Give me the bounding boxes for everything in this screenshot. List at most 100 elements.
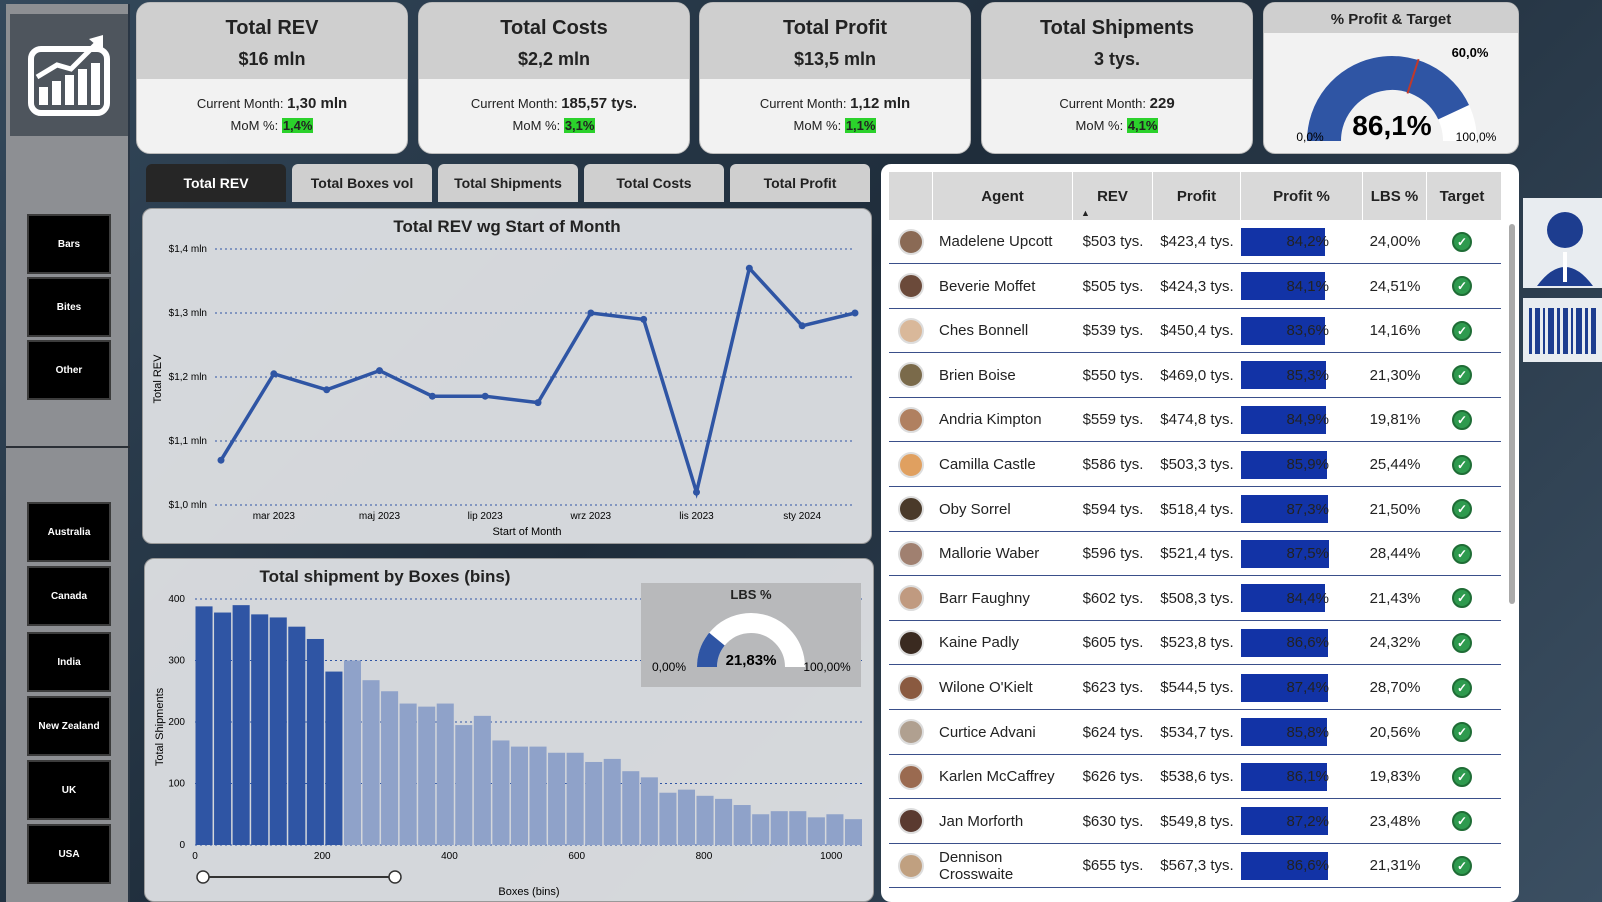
histogram-bar[interactable] xyxy=(232,605,250,845)
profit-pct-value: 86,6% xyxy=(1286,634,1329,652)
histogram-bar[interactable] xyxy=(510,746,528,845)
histogram-bar[interactable] xyxy=(195,606,213,845)
data-point[interactable] xyxy=(745,264,753,272)
tab-total-shipments[interactable]: Total Shipments xyxy=(438,164,578,202)
table-row[interactable]: Madelene Upcott $503 tys. $423,4 tys. 84… xyxy=(889,220,1501,264)
histogram-bar[interactable] xyxy=(269,617,287,845)
avatar-cell xyxy=(889,719,933,746)
histogram-bar[interactable] xyxy=(844,819,862,845)
country-button-usa[interactable]: USA xyxy=(27,824,111,884)
profit-gauge: 86,1% 0,0% 100,0% 60,0% xyxy=(1296,45,1496,144)
header-profit-pct[interactable]: Profit % xyxy=(1241,172,1363,220)
histogram-bar[interactable] xyxy=(659,792,677,845)
table-row[interactable]: Curtice Advani $624 tys. $534,7 tys. 85,… xyxy=(889,711,1501,755)
histogram-bar[interactable] xyxy=(381,691,399,845)
profit-pct-bar xyxy=(1241,272,1326,301)
histogram-bar[interactable] xyxy=(529,746,547,845)
tab-total-costs[interactable]: Total Costs xyxy=(584,164,724,202)
data-point[interactable] xyxy=(851,309,859,317)
histogram-bar[interactable] xyxy=(418,706,436,845)
table-row[interactable]: Mallorie Waber $596 tys. $521,4 tys. 87,… xyxy=(889,532,1501,577)
histogram-bar[interactable] xyxy=(807,817,825,845)
histogram-bar[interactable] xyxy=(288,626,306,845)
histogram-bar[interactable] xyxy=(492,740,510,845)
target-cell: ✓ xyxy=(1427,588,1497,609)
histogram-bar[interactable] xyxy=(214,612,232,845)
target-cell: ✓ xyxy=(1427,722,1497,743)
target-cell: ✓ xyxy=(1427,632,1497,653)
avatar-cell xyxy=(889,273,933,300)
tab-total-rev[interactable]: Total REV xyxy=(146,164,286,202)
header-agent[interactable]: Agent xyxy=(933,172,1073,220)
data-point[interactable] xyxy=(376,367,383,375)
data-point[interactable] xyxy=(217,456,225,464)
table-row[interactable]: Barr Faughny $602 tys. $508,3 tys. 84,4%… xyxy=(889,577,1501,621)
histogram-bar[interactable] xyxy=(251,614,269,845)
filter-button-bites[interactable]: Bites xyxy=(27,277,111,337)
table-scrollbar[interactable] xyxy=(1509,224,1515,604)
table-row[interactable]: Ches Bonnell $539 tys. $450,4 tys. 83,6%… xyxy=(889,309,1501,354)
histogram-bar[interactable] xyxy=(640,777,658,845)
range-slider-handle-max[interactable] xyxy=(388,870,402,884)
histogram-bar[interactable] xyxy=(770,811,788,845)
histogram-bar[interactable] xyxy=(603,758,621,845)
histogram-bar[interactable] xyxy=(789,811,807,845)
histogram-bar[interactable] xyxy=(306,638,324,845)
range-slider-handle-min[interactable] xyxy=(196,870,210,884)
x-tick-label: lip 2023 xyxy=(468,511,503,522)
histogram-bar[interactable] xyxy=(325,671,343,845)
histogram-bar[interactable] xyxy=(622,771,640,845)
country-button-canada[interactable]: Canada xyxy=(27,566,111,626)
data-point[interactable] xyxy=(587,309,595,317)
table-row[interactable]: Andria Kimpton $559 tys. $474,8 tys. 84,… xyxy=(889,398,1501,443)
current-month-label: Current Month: xyxy=(759,96,847,111)
histogram-bar[interactable] xyxy=(826,814,844,845)
histogram-bar[interactable] xyxy=(436,703,454,845)
table-row[interactable]: Oby Sorrel $594 tys. $518,4 tys. 87,3% 2… xyxy=(889,488,1501,532)
country-button-new-zealand[interactable]: New Zealand xyxy=(27,696,111,756)
country-button-australia[interactable]: Australia xyxy=(27,502,111,562)
data-point[interactable] xyxy=(640,315,648,323)
histogram-bar[interactable] xyxy=(585,761,603,845)
data-point[interactable] xyxy=(534,399,542,407)
data-point[interactable] xyxy=(481,392,489,400)
histogram-bar[interactable] xyxy=(566,752,584,845)
histogram-bar[interactable] xyxy=(343,660,361,846)
country-button-uk[interactable]: UK xyxy=(27,760,111,820)
histogram-bar[interactable] xyxy=(399,703,417,845)
data-point[interactable] xyxy=(270,370,278,378)
table-row[interactable]: Karlen McCaffrey $626 tys. $538,6 tys. 8… xyxy=(889,755,1501,800)
data-point[interactable] xyxy=(428,392,436,400)
table-row[interactable]: Beverie Moffet $505 tys. $424,3 tys. 84,… xyxy=(889,265,1501,309)
table-row[interactable]: Kaine Padly $605 tys. $523,8 tys. 86,6% … xyxy=(889,621,1501,666)
agent-name: Madelene Upcott xyxy=(939,233,1053,250)
histogram-bar[interactable] xyxy=(715,798,733,845)
histogram-bar[interactable] xyxy=(455,725,473,845)
table-row[interactable]: Brien Boise $550 tys. $469,0 tys. 85,3% … xyxy=(889,354,1501,398)
tab-total-profit[interactable]: Total Profit xyxy=(730,164,870,202)
header-lbs-pct[interactable]: LBS % xyxy=(1363,172,1427,220)
filter-button-bars[interactable]: Bars xyxy=(27,214,111,274)
header-rev[interactable]: REV ▲ xyxy=(1073,172,1153,220)
histogram-bar[interactable] xyxy=(752,814,770,845)
table-row[interactable]: Jan Morforth $630 tys. $549,8 tys. 87,2%… xyxy=(889,800,1501,844)
tab-total-boxes-vol[interactable]: Total Boxes vol xyxy=(292,164,432,202)
table-row[interactable]: Dennison Crosswaite $655 tys. $567,3 tys… xyxy=(889,844,1501,889)
header-target[interactable]: Target xyxy=(1439,187,1485,205)
histogram-bar[interactable] xyxy=(677,789,695,845)
histogram-bar[interactable] xyxy=(696,795,714,845)
histogram-bar[interactable] xyxy=(473,715,491,845)
country-button-india[interactable]: India xyxy=(27,632,111,692)
header-profit[interactable]: Profit xyxy=(1153,172,1241,220)
agent-name: Brien Boise xyxy=(939,366,1016,384)
histogram-bar[interactable] xyxy=(548,752,566,845)
table-row[interactable]: Wilone O'Kielt $623 tys. $544,5 tys. 87,… xyxy=(889,666,1501,710)
table-row[interactable]: Camilla Castle $586 tys. $503,3 tys. 85,… xyxy=(889,443,1501,487)
histogram-bar[interactable] xyxy=(362,680,380,845)
data-point[interactable] xyxy=(693,488,700,496)
data-point[interactable] xyxy=(323,386,331,394)
rev-cell: $559 tys. xyxy=(1082,411,1144,429)
filter-button-other[interactable]: Other xyxy=(27,340,111,400)
histogram-bar[interactable] xyxy=(733,805,751,845)
data-point[interactable] xyxy=(798,322,806,330)
